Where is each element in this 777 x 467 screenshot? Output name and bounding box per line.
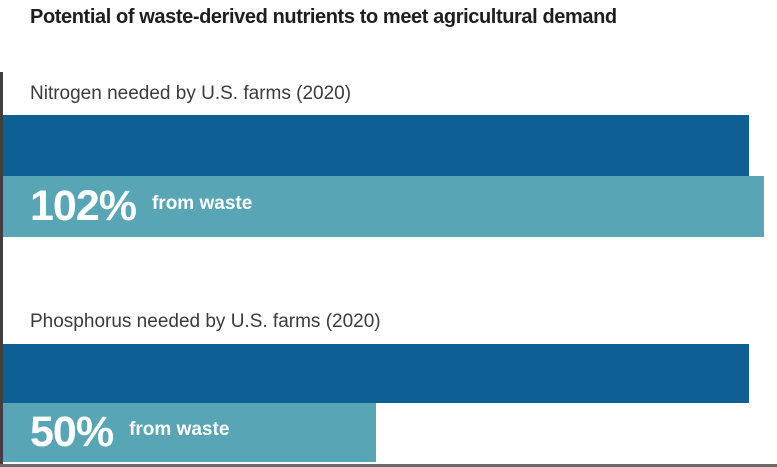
y-axis-line — [0, 72, 3, 464]
chart-title: Potential of waste-derived nutrients to … — [30, 6, 617, 28]
category-label-nitrogen: Nitrogen needed by U.S. farms (2020) — [30, 82, 352, 104]
waste-bar-nitrogen: 102% from waste — [3, 176, 764, 237]
waste-pct-suffix-nitrogen: from waste — [151, 192, 253, 214]
bar-group-nitrogen: Nitrogen needed by U.S. farms (2020) 102… — [3, 72, 777, 237]
waste-pct-value-nitrogen: 102% — [30, 182, 137, 230]
waste-pct-suffix-phosphorus: from waste — [129, 418, 230, 440]
baseline-border — [0, 464, 777, 467]
row-spacer — [3, 237, 777, 300]
bars-area: Nitrogen needed by U.S. farms (2020) 102… — [3, 72, 777, 462]
demand-bar-nitrogen — [3, 115, 749, 176]
chart-area: Nitrogen needed by U.S. farms (2020) 102… — [0, 72, 777, 467]
category-label-phosphorus: Phosphorus needed by U.S. farms (2020) — [30, 311, 381, 332]
waste-pct-value-phosphorus: 50% — [30, 408, 114, 456]
demand-bar-phosphorus — [3, 344, 749, 403]
bar-group-phosphorus: Phosphorus needed by U.S. farms (2020) 5… — [3, 300, 777, 462]
waste-bar-phosphorus: 50% from waste — [3, 403, 376, 462]
